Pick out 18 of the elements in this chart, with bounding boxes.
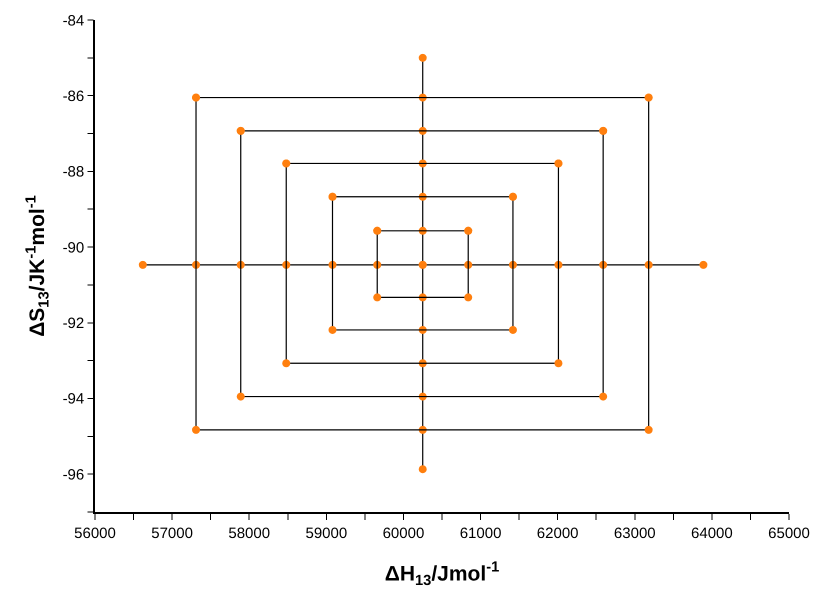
- y-tick-label: -88: [62, 164, 84, 181]
- x-tick-label: 58000: [228, 524, 270, 542]
- x-tick-label: 59000: [305, 524, 348, 542]
- x-tick-label: 61000: [460, 524, 502, 542]
- x-tick-label: 63000: [614, 524, 656, 542]
- x-tick-label: 65000: [768, 524, 810, 542]
- x-tick-label: 57000: [151, 524, 193, 542]
- x-tick-label: 60000: [382, 524, 424, 542]
- x-tick-label: 64000: [691, 524, 733, 542]
- x-axis-title: ΔH$_{13}$/Jmol$^{-1}$: [384, 560, 500, 589]
- y-tick-label: -92: [62, 315, 84, 332]
- y-tick-label: -94: [62, 390, 84, 408]
- y-tick-label: -86: [62, 88, 84, 105]
- x-tick-label: 62000: [536, 524, 579, 542]
- y-tick-label: -90: [62, 239, 84, 256]
- x-tick-label: 56000: [74, 524, 116, 542]
- y-tick-label: -96: [62, 466, 84, 484]
- y-tick-label: -84: [62, 12, 84, 30]
